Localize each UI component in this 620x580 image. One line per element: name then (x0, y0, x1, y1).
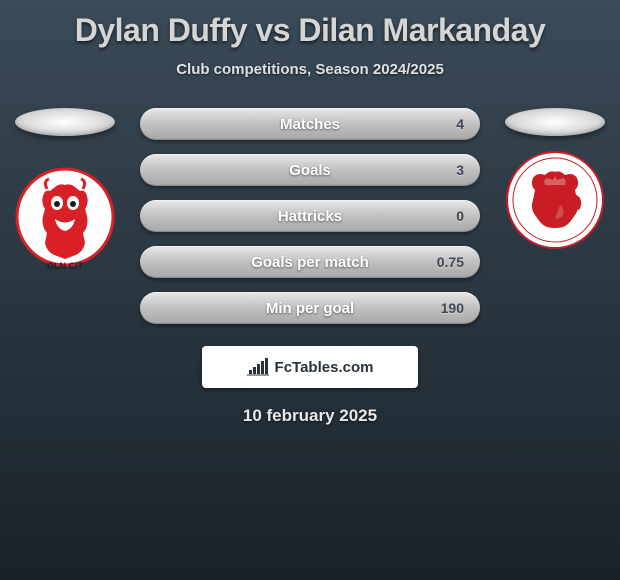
stat-bar-hattricks: Hattricks 0 (140, 200, 480, 232)
stat-value: 0.75 (437, 254, 464, 270)
page-subtitle: Club competitions, Season 2024/2025 (0, 61, 620, 78)
right-badge-ellipse (505, 108, 605, 136)
stat-bar-goals: Goals 3 (140, 154, 480, 186)
watermark-box: FcTables.com (202, 346, 418, 388)
stat-label: Hattricks (278, 208, 342, 225)
infographic-container: Dylan Duffy vs Dilan Markanday Club comp… (0, 0, 620, 580)
left-badge-ellipse (15, 108, 115, 136)
stat-bar-goals-per-match: Goals per match 0.75 (140, 246, 480, 278)
stat-label: Goals per match (251, 254, 369, 271)
stat-label: Min per goal (266, 300, 354, 317)
leyton-orient-badge-icon: LEYTON ORIENT (505, 144, 605, 256)
stat-bar-matches: Matches 4 (140, 108, 480, 140)
svg-text:OLN CIT: OLN CIT (47, 261, 83, 271)
stats-column: Matches 4 Goals 3 Hattricks 0 Goals per … (140, 108, 480, 324)
watermark-text: FcTables.com (275, 359, 374, 376)
bar-chart-icon (247, 358, 269, 376)
stat-value: 3 (456, 162, 464, 178)
lincoln-city-badge-icon: OLN CIT (15, 161, 115, 273)
date-text: 10 february 2025 (0, 406, 620, 426)
stat-label: Matches (280, 116, 340, 133)
left-player-column: OLN CIT (10, 108, 120, 273)
stat-bar-min-per-goal: Min per goal 190 (140, 292, 480, 324)
svg-text:LEYTON ORIENT: LEYTON ORIENT (505, 145, 562, 152)
right-player-column: LEYTON ORIENT (500, 108, 610, 256)
stat-value: 0 (456, 208, 464, 224)
stat-label: Goals (289, 162, 331, 179)
page-title: Dylan Duffy vs Dilan Markanday (0, 0, 620, 49)
left-club-badge: OLN CIT (15, 161, 115, 273)
stat-value: 190 (441, 300, 464, 316)
right-club-badge: LEYTON ORIENT (505, 144, 605, 256)
main-content: OLN CIT Matches 4 Goals 3 Hattricks 0 Go… (0, 108, 620, 324)
stat-value: 4 (456, 116, 464, 132)
